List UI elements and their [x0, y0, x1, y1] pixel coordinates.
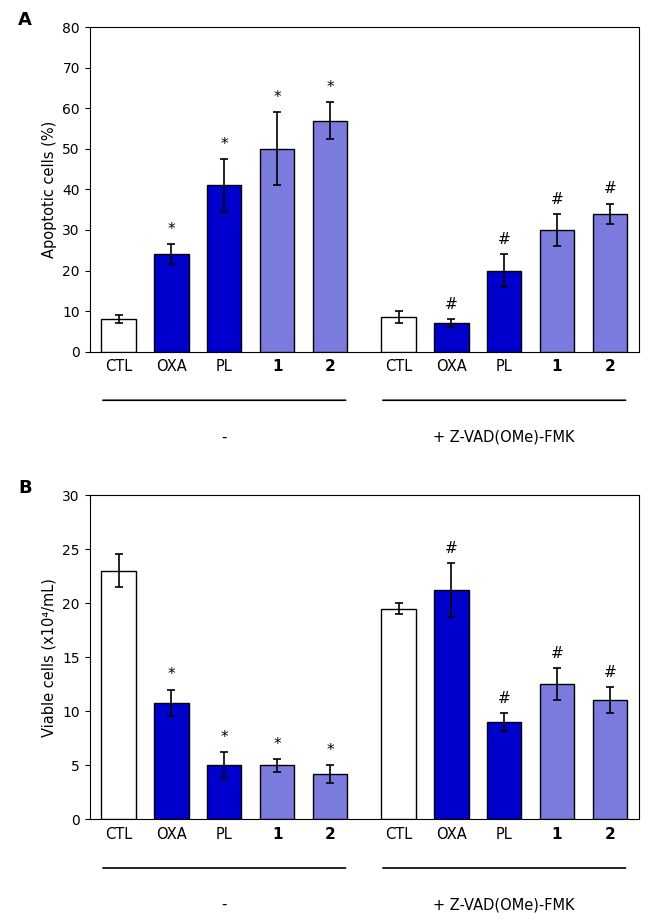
- Bar: [593, 701, 627, 820]
- Bar: [207, 186, 241, 352]
- Text: *: *: [168, 667, 176, 682]
- Text: *: *: [326, 80, 333, 95]
- Bar: [313, 774, 347, 820]
- Bar: [382, 318, 416, 352]
- Text: #: #: [445, 541, 458, 556]
- Text: + Z-VAD(OMe)-FMK: + Z-VAD(OMe)-FMK: [434, 429, 575, 445]
- Y-axis label: Apoptotic cells (%): Apoptotic cells (%): [42, 121, 57, 258]
- Text: -: -: [222, 429, 227, 445]
- Text: *: *: [326, 743, 333, 758]
- Text: *: *: [220, 137, 228, 152]
- Bar: [487, 270, 521, 352]
- Bar: [101, 570, 136, 820]
- Text: #: #: [603, 665, 616, 680]
- Bar: [540, 684, 574, 820]
- Text: #: #: [551, 192, 564, 207]
- Bar: [540, 230, 574, 352]
- Text: #: #: [445, 297, 458, 312]
- Text: #: #: [551, 646, 564, 661]
- Bar: [207, 765, 241, 820]
- Bar: [434, 590, 469, 820]
- Bar: [260, 765, 294, 820]
- Bar: [487, 722, 521, 820]
- Bar: [313, 121, 347, 352]
- Text: *: *: [220, 730, 228, 745]
- Bar: [260, 149, 294, 352]
- Text: #: #: [498, 233, 511, 247]
- Text: *: *: [273, 90, 281, 105]
- Text: #: #: [603, 182, 616, 197]
- Text: -: -: [222, 897, 227, 912]
- Bar: [593, 214, 627, 352]
- Text: *: *: [273, 737, 281, 751]
- Bar: [101, 319, 136, 352]
- Bar: [434, 323, 469, 352]
- Bar: [154, 255, 188, 352]
- Text: A: A: [18, 11, 32, 29]
- Bar: [382, 608, 416, 820]
- Text: *: *: [168, 222, 176, 237]
- Y-axis label: Viable cells (x10⁴/mL): Viable cells (x10⁴/mL): [42, 578, 57, 737]
- Bar: [154, 702, 188, 820]
- Text: + Z-VAD(OMe)-FMK: + Z-VAD(OMe)-FMK: [434, 897, 575, 912]
- Text: #: #: [498, 691, 511, 706]
- Text: B: B: [18, 479, 32, 497]
